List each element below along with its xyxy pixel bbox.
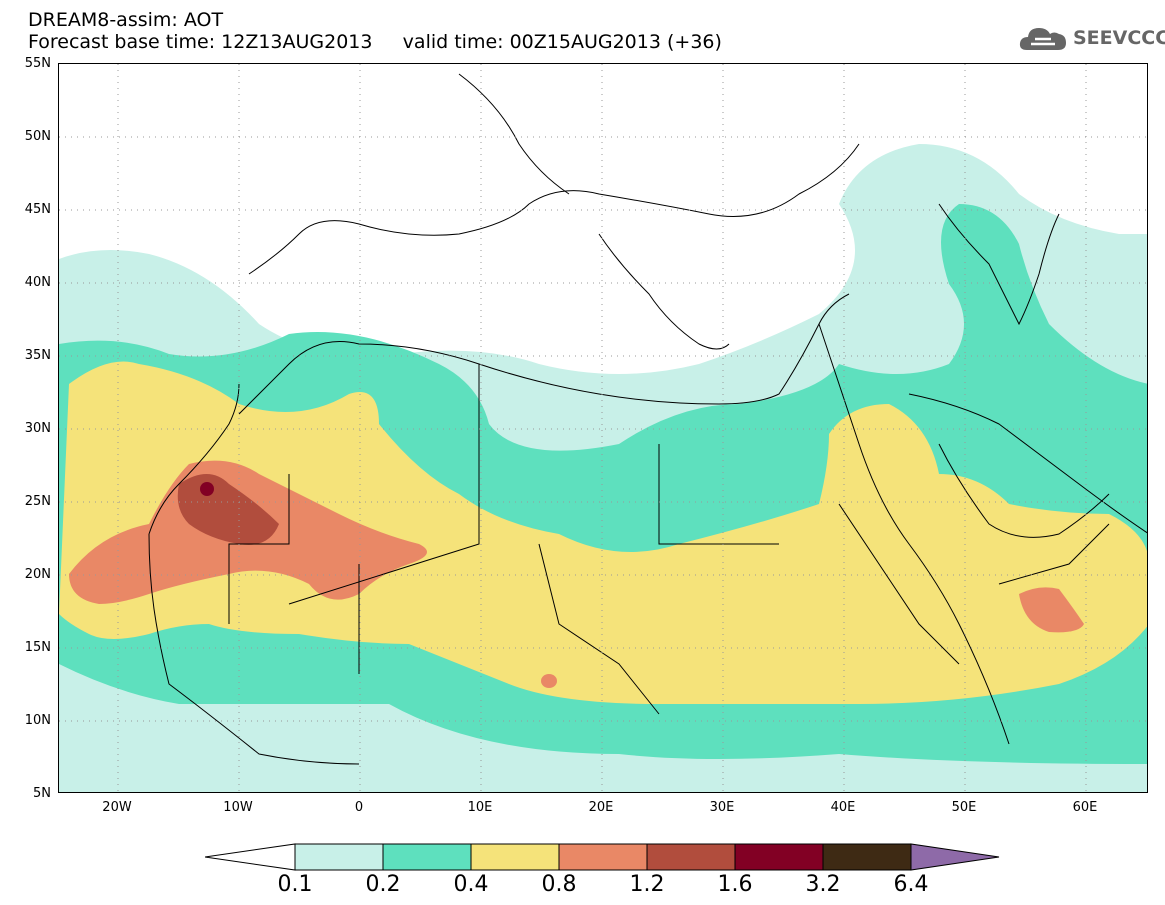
colorbar-bin-0.4-0.8 (470, 843, 560, 871)
colorbar-bin-0.8-1.2 (558, 843, 648, 871)
lat-label-40n: 40N (24, 275, 51, 290)
colorbar-bin-1.2-1.6 (646, 843, 736, 871)
lon-label-0: 0 (354, 800, 364, 815)
colorbar-label-6.4: 6.4 (893, 872, 929, 897)
colorbar-label-3.2: 3.2 (805, 872, 841, 897)
aot-field-0.4 (59, 361, 1147, 705)
colorbar-above-triangle (910, 843, 1000, 871)
colorbar-label-1.2: 1.2 (629, 872, 665, 897)
lat-label-30n: 30N (24, 421, 51, 436)
lat-label-5n: 5N (33, 786, 51, 801)
lon-label-10w: 10W (223, 800, 253, 815)
lat-label-25n: 25N (24, 494, 51, 509)
colorbar-label-0.2: 0.2 (365, 872, 401, 897)
lon-label-40e: 40E (830, 800, 856, 815)
coastlines (148, 73, 1147, 765)
aot-map (59, 64, 1147, 792)
lat-label-55n: 55N (24, 56, 51, 71)
lon-label-60e: 60E (1072, 800, 1098, 815)
lat-label-35n: 35N (24, 348, 51, 363)
lat-label-15n: 15N (24, 640, 51, 655)
logo-text: SEEVCCC (1073, 27, 1165, 49)
lat-label-20n: 20N (24, 567, 51, 582)
colorbar-bin-3.2-6.4 (822, 843, 912, 871)
lon-label-30e: 30E (709, 800, 735, 815)
colorbar-bin-0.2-0.4 (382, 843, 472, 871)
seevccc-logo: SEEVCCC (1017, 22, 1165, 56)
lon-label-20w: 20W (102, 800, 132, 815)
colorbar (205, 843, 1000, 871)
lon-label-10e: 10E (467, 800, 493, 815)
aot-field-1.6 (200, 482, 214, 496)
colorbar-label-0.4: 0.4 (453, 872, 489, 897)
lon-label-50e: 50E (951, 800, 977, 815)
colorbar-below-triangle (205, 843, 296, 871)
colorbar-label-1.6: 1.6 (717, 872, 753, 897)
cloud-logo-icon (1019, 28, 1066, 50)
lon-label-20e: 20E (588, 800, 614, 815)
map-panel (58, 63, 1148, 793)
map-title: DREAM8-assim: AOT (28, 9, 224, 31)
colorbar-label-0.1: 0.1 (277, 872, 313, 897)
lat-label-10n: 10N (24, 713, 51, 728)
forecast-time-subtitle: Forecast base time: 12Z13AUG2013 valid t… (28, 31, 722, 53)
colorbar-bin-1.6-3.2 (734, 843, 824, 871)
colorbar-label-0.8: 0.8 (541, 872, 577, 897)
colorbar-bin-0.1-0.2 (294, 843, 384, 871)
lat-label-50n: 50N (24, 129, 51, 144)
lat-label-45n: 45N (24, 202, 51, 217)
